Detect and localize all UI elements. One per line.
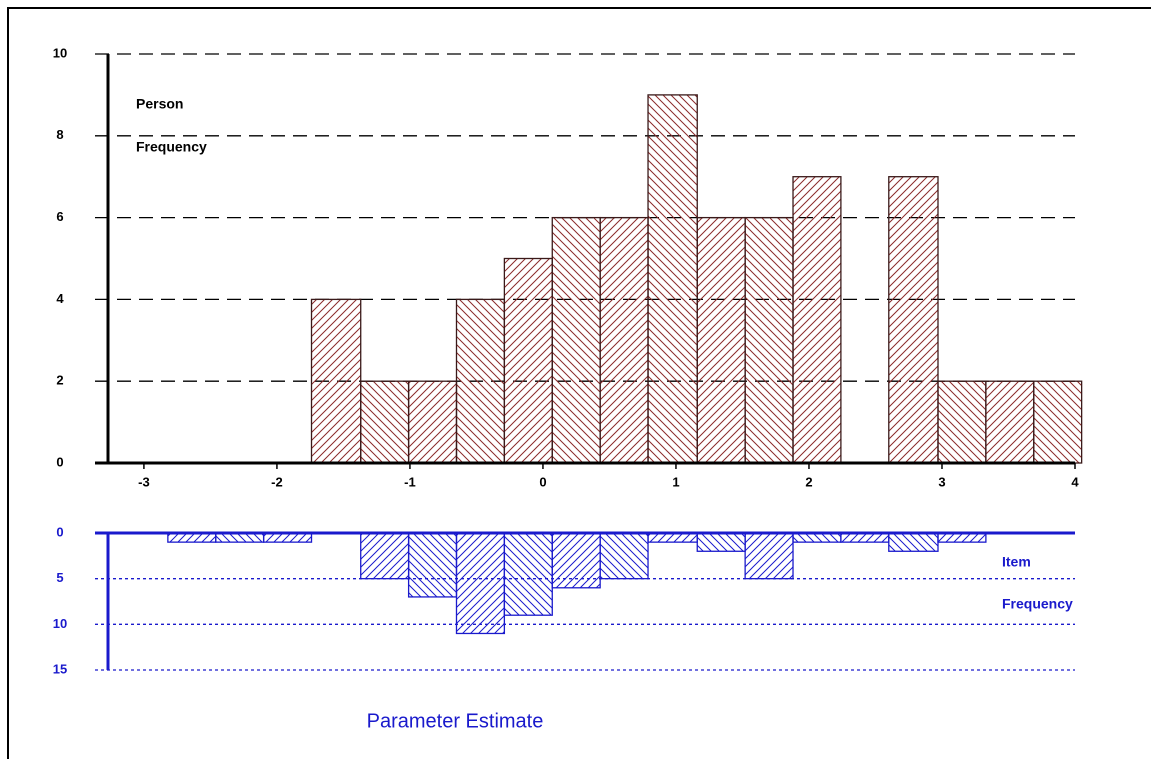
bar (599, 216, 649, 464)
frame (7, 7, 1151, 764)
bar (551, 532, 601, 589)
bar (744, 532, 794, 580)
y-tick-label: 5 (56, 570, 63, 585)
bar (888, 532, 939, 552)
x-tick-label: -2 (271, 474, 283, 489)
bar (360, 380, 410, 464)
y-tick-label: 4 (56, 291, 64, 306)
bar (551, 216, 601, 464)
y-tick-label: 6 (56, 209, 63, 224)
bar (888, 176, 939, 464)
bar (696, 216, 746, 464)
x-tick-label: 3 (938, 474, 945, 489)
annotation: Frequency (136, 139, 207, 155)
bar (792, 176, 842, 464)
annotation: Item (1002, 554, 1031, 570)
y-tick-label: 15 (53, 661, 67, 676)
bar (599, 532, 649, 580)
x-tick-label: 2 (805, 474, 812, 489)
x-tick-label: 4 (1071, 474, 1079, 489)
bar (503, 532, 553, 616)
bar (455, 298, 506, 464)
y-tick-label: 10 (53, 45, 67, 60)
x-axis-label: Parameter Estimate (367, 710, 544, 732)
annotation: Frequency (1002, 596, 1073, 612)
x-tick-label: 1 (672, 474, 679, 489)
bar (503, 257, 553, 464)
bar (310, 298, 362, 464)
bar (937, 380, 987, 464)
x-tick-label: -3 (138, 474, 150, 489)
y-tick-label: 2 (56, 373, 63, 388)
x-tick-label: -1 (404, 474, 416, 489)
bar (407, 532, 458, 598)
bar (407, 380, 458, 464)
bar (647, 94, 698, 464)
bar (1033, 380, 1083, 464)
x-tick-label: 0 (539, 474, 546, 489)
bar (696, 532, 746, 552)
y-tick-label: 0 (56, 524, 63, 539)
y-tick-label: 8 (56, 127, 63, 142)
y-tick-label: 10 (53, 616, 67, 631)
bar (360, 532, 410, 580)
bar (744, 216, 794, 464)
bar (985, 380, 1035, 464)
annotation: Person (136, 96, 183, 112)
y-tick-label: 0 (56, 454, 63, 469)
bar (455, 532, 506, 635)
